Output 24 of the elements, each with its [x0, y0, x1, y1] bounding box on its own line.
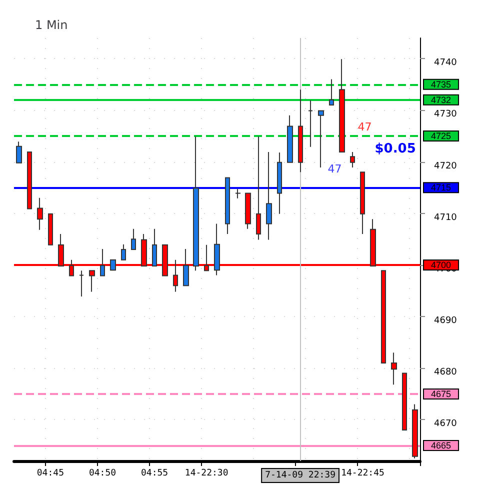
y-tick-label: 4680: [434, 368, 458, 378]
y-tick-label: 4690: [434, 316, 458, 326]
ref-line-label: 4715: [431, 182, 452, 193]
x-tick-label: 04:45: [36, 468, 64, 478]
x-tick-label: 14-22:30: [184, 468, 228, 478]
chart-title: 1 Min: [35, 18, 68, 32]
x-tick-label: 7-14-09 22:39: [265, 470, 336, 480]
annotation: $0.05: [374, 142, 416, 157]
ref-line-label: 4700: [431, 260, 452, 270]
ref-line-label: 4665: [431, 440, 452, 451]
x-tick-label: 04:55: [140, 468, 168, 478]
annotation: 47: [328, 162, 342, 176]
ref-line-label: 4725: [431, 131, 452, 142]
annotation: 47: [358, 120, 372, 134]
ref-line-label: 4735: [431, 79, 452, 90]
x-tick-label: 14-22:45: [341, 468, 384, 478]
ref-line-label: 4675: [431, 388, 452, 399]
y-tick-label: 4710: [434, 212, 458, 223]
y-tick-label: 4730: [434, 110, 458, 120]
x-tick-label: 04:50: [88, 468, 116, 478]
y-tick-label: 4670: [434, 419, 458, 430]
y-tick-label: 4740: [434, 58, 458, 68]
y-tick-label: 4720: [434, 161, 458, 172]
ref-line-label: 4732: [431, 94, 452, 105]
